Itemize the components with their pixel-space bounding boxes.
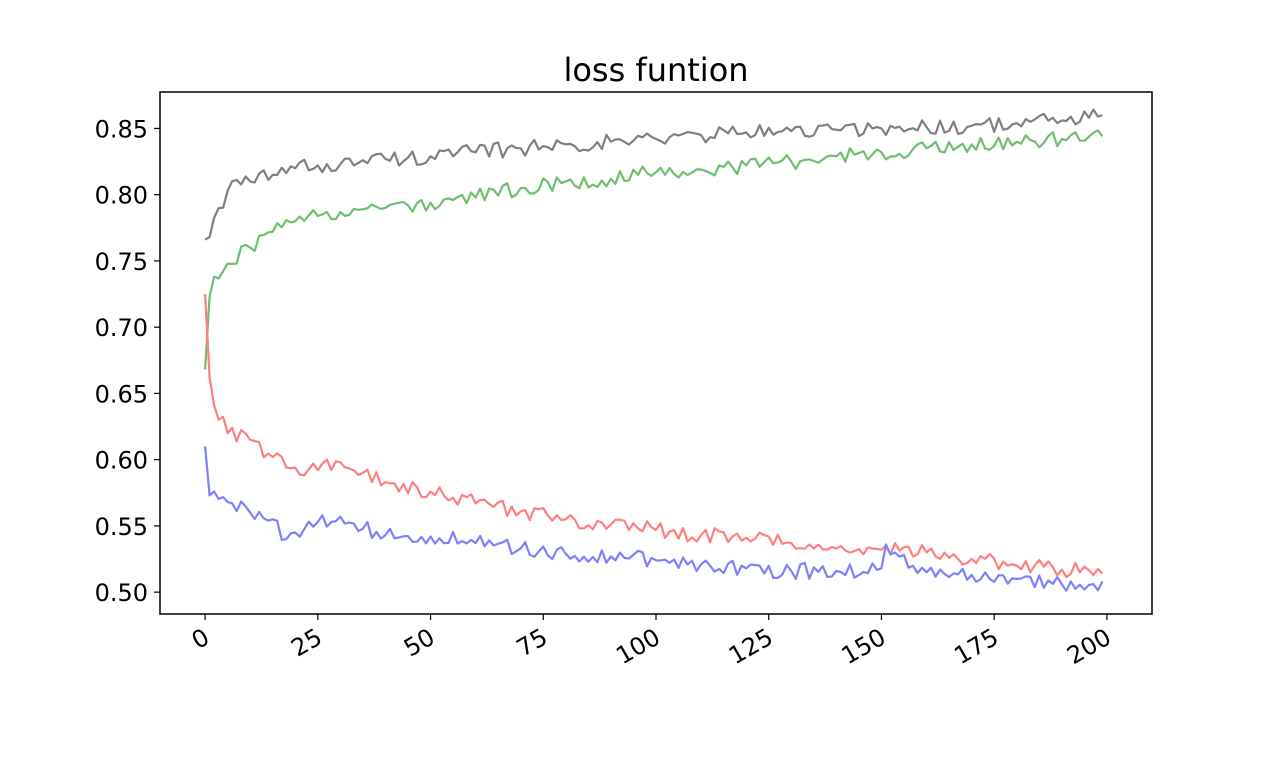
y-tick-label: 0.80 (95, 182, 148, 210)
y-tick-label: 0.60 (95, 447, 148, 475)
series-line-3 (203, 293, 1104, 579)
chart-title: loss funtion (563, 51, 748, 89)
series-layer (203, 108, 1104, 592)
series-line-1 (204, 108, 1103, 241)
y-tick-label: 0.50 (95, 579, 148, 607)
y-tick-label: 0.55 (95, 513, 148, 541)
y-tick-label: 0.70 (95, 314, 148, 342)
series-line-2 (203, 129, 1104, 370)
series-line-4 (203, 446, 1104, 592)
y-tick-label: 0.75 (95, 248, 148, 276)
y-tick-label: 0.85 (95, 115, 148, 143)
y-tick-label: 0.65 (95, 380, 148, 408)
y-axis: 0.50 0.55 0.60 0.65 0.70 0.75 0.80 0.85 (95, 115, 160, 607)
